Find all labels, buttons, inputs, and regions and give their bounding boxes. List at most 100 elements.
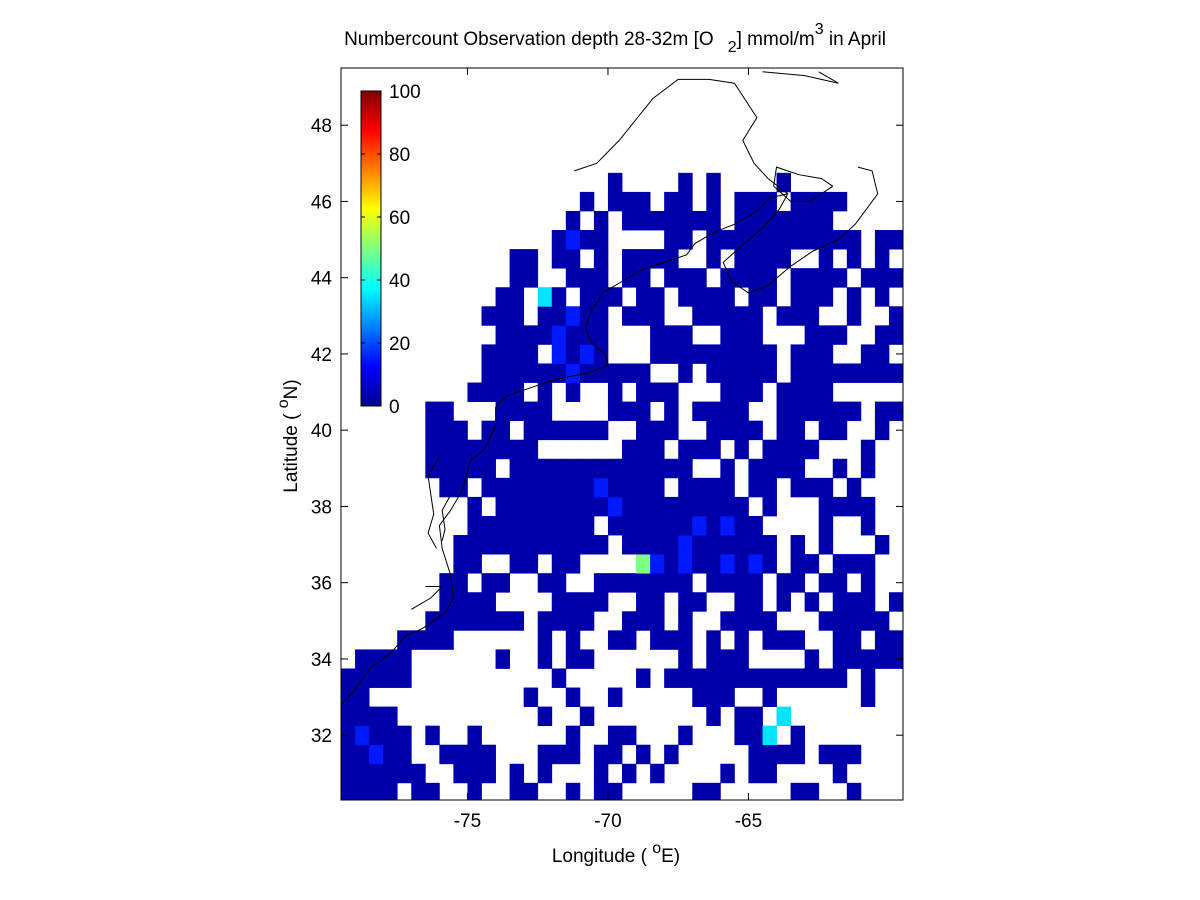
heatmap-cell [832, 592, 848, 612]
heatmap-cell [593, 268, 609, 288]
heatmap-cell [846, 744, 862, 765]
heatmap-cell [593, 420, 609, 441]
heatmap-cell [664, 325, 679, 345]
heatmap-cell [439, 744, 454, 765]
heatmap-cell [523, 477, 539, 498]
heatmap-cell [593, 477, 609, 498]
heatmap-cell [636, 210, 651, 231]
heatmap-cell [706, 535, 721, 555]
heatmap-cell [762, 668, 777, 688]
heatmap-cell [537, 649, 553, 669]
heatmap-cell [678, 535, 693, 555]
heatmap-cell [495, 306, 510, 326]
heatmap-cell [874, 649, 890, 669]
heatmap-cell [846, 630, 862, 650]
heatmap-cell [692, 535, 707, 555]
heatmap-cell [481, 420, 496, 441]
heatmap-cell [818, 744, 834, 765]
heatmap-cell [706, 782, 721, 801]
heatmap-cell [860, 363, 876, 383]
heatmap-cell [762, 458, 777, 479]
heatmap-cell [762, 496, 777, 517]
heatmap-cell [776, 249, 791, 269]
heatmap-cell [607, 477, 623, 498]
heatmap-cell [607, 515, 623, 536]
heatmap-cell [776, 306, 791, 326]
coastline-path [762, 71, 839, 84]
heatmap-cell [776, 172, 791, 193]
heatmap-cell [832, 554, 848, 574]
heatmap-cell [565, 725, 581, 746]
heatmap-cell [692, 344, 707, 364]
heatmap-cell [593, 325, 609, 345]
heatmap-cell [818, 382, 834, 402]
heatmap-cell [579, 477, 595, 498]
heatmap-cell [846, 287, 862, 307]
heatmap-cell [509, 344, 525, 364]
heatmap-cell [481, 535, 496, 555]
heatmap-cell [523, 535, 539, 555]
heatmap-cell [523, 554, 539, 574]
heatmap-cell [804, 268, 820, 288]
heatmap-cell [579, 268, 595, 288]
heatmap-cell [832, 496, 848, 517]
heatmap-cell [846, 249, 862, 269]
heatmap-cell [776, 439, 791, 460]
heatmap-cell [692, 687, 707, 707]
heatmap-cell [776, 706, 791, 727]
heatmap-cell [439, 630, 454, 650]
heatmap-cell [790, 782, 806, 801]
heatmap-cell [453, 592, 468, 612]
heatmap-cell [650, 306, 665, 326]
heatmap-cell [383, 725, 398, 746]
heatmap-cell [692, 592, 707, 612]
heatmap-cell [355, 649, 370, 669]
heatmap-cell [804, 401, 820, 422]
heatmap-cell [537, 382, 553, 402]
heatmap-cell [636, 191, 651, 212]
heatmap-cell [776, 210, 791, 231]
heatmap-cell [397, 649, 412, 669]
colorbar-tick-label: 40 [389, 271, 410, 292]
heatmap-cell [706, 401, 721, 422]
heatmap-cell [579, 230, 595, 250]
heatmap-cell [565, 363, 581, 383]
heatmap-cell [678, 649, 693, 669]
heatmap-cell [678, 287, 693, 307]
heatmap-cell [622, 439, 637, 460]
heatmap-cell [804, 554, 820, 574]
heatmap-cell [678, 268, 693, 288]
heatmap-cell [860, 439, 876, 460]
heatmap-cell [790, 630, 806, 650]
heatmap-cell [818, 535, 834, 555]
heatmap-cell [790, 477, 806, 498]
heatmap-cell [509, 287, 525, 307]
heatmap-cell [481, 592, 496, 612]
heatmap-cell [425, 401, 440, 422]
heatmap-cell [593, 344, 609, 364]
heatmap-cell [748, 477, 763, 498]
heatmap-cell [860, 668, 876, 688]
heatmap-cell [593, 363, 609, 383]
heatmap-cell [790, 363, 806, 383]
heatmap-cell [720, 573, 735, 593]
heatmap-cell [818, 611, 834, 631]
heatmap-cell [748, 249, 763, 269]
heatmap-cell [467, 744, 482, 765]
heatmap-cell [832, 744, 848, 765]
heatmap-cell [706, 344, 721, 364]
heatmap-cell [593, 592, 609, 612]
heatmap-cell [537, 706, 553, 727]
heatmap-cell [495, 515, 510, 536]
heatmap-cell [453, 763, 468, 784]
heatmap-cell [650, 439, 665, 460]
heatmap-cell [720, 401, 735, 422]
heatmap-cell [523, 420, 539, 441]
heatmap-cell [622, 515, 637, 536]
heatmap-cell [664, 230, 679, 250]
heatmap-cell [664, 668, 679, 688]
heatmap-cell [622, 249, 637, 269]
heatmap-cell [790, 554, 806, 574]
heatmap-cell [509, 496, 525, 517]
heatmap-cell [509, 401, 525, 422]
